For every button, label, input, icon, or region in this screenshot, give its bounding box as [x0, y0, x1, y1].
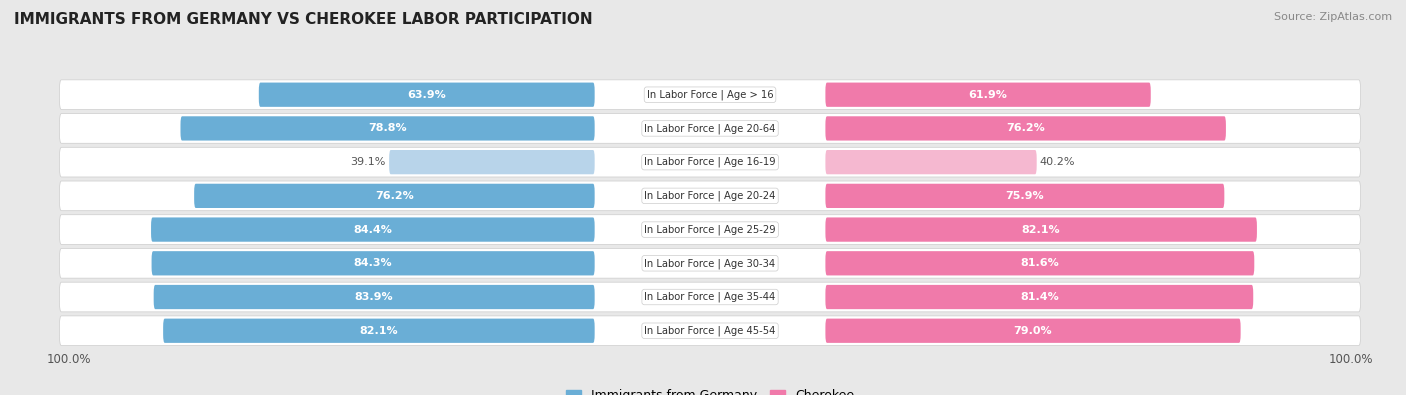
FancyBboxPatch shape [59, 147, 1361, 177]
Text: 83.9%: 83.9% [354, 292, 394, 302]
FancyBboxPatch shape [163, 319, 595, 343]
FancyBboxPatch shape [825, 319, 1240, 343]
Text: 39.1%: 39.1% [350, 157, 385, 167]
FancyBboxPatch shape [825, 83, 1150, 107]
Text: 61.9%: 61.9% [969, 90, 1008, 100]
FancyBboxPatch shape [59, 316, 1361, 346]
Text: In Labor Force | Age > 16: In Labor Force | Age > 16 [647, 89, 773, 100]
FancyBboxPatch shape [194, 184, 595, 208]
Text: 40.2%: 40.2% [1040, 157, 1076, 167]
Legend: Immigrants from Germany, Cherokee: Immigrants from Germany, Cherokee [567, 389, 853, 395]
FancyBboxPatch shape [825, 217, 1257, 242]
Text: 63.9%: 63.9% [408, 90, 446, 100]
FancyBboxPatch shape [153, 285, 595, 309]
Text: In Labor Force | Age 35-44: In Labor Force | Age 35-44 [644, 292, 776, 302]
Text: 82.1%: 82.1% [1022, 225, 1060, 235]
FancyBboxPatch shape [259, 83, 595, 107]
Text: In Labor Force | Age 25-29: In Labor Force | Age 25-29 [644, 224, 776, 235]
Text: 84.4%: 84.4% [353, 225, 392, 235]
FancyBboxPatch shape [825, 116, 1226, 141]
Text: 81.4%: 81.4% [1019, 292, 1059, 302]
FancyBboxPatch shape [59, 80, 1361, 109]
Text: 81.6%: 81.6% [1021, 258, 1059, 268]
FancyBboxPatch shape [180, 116, 595, 141]
Text: 75.9%: 75.9% [1005, 191, 1045, 201]
Text: Source: ZipAtlas.com: Source: ZipAtlas.com [1274, 12, 1392, 22]
Text: 84.3%: 84.3% [354, 258, 392, 268]
Text: 76.2%: 76.2% [375, 191, 413, 201]
FancyBboxPatch shape [59, 114, 1361, 143]
FancyBboxPatch shape [825, 285, 1253, 309]
Text: 78.8%: 78.8% [368, 123, 406, 134]
FancyBboxPatch shape [59, 248, 1361, 278]
FancyBboxPatch shape [389, 150, 595, 174]
Text: 76.2%: 76.2% [1007, 123, 1045, 134]
Text: In Labor Force | Age 20-24: In Labor Force | Age 20-24 [644, 191, 776, 201]
Text: IMMIGRANTS FROM GERMANY VS CHEROKEE LABOR PARTICIPATION: IMMIGRANTS FROM GERMANY VS CHEROKEE LABO… [14, 12, 593, 27]
Text: In Labor Force | Age 30-34: In Labor Force | Age 30-34 [644, 258, 776, 269]
Text: In Labor Force | Age 45-54: In Labor Force | Age 45-54 [644, 325, 776, 336]
FancyBboxPatch shape [825, 184, 1225, 208]
Text: 79.0%: 79.0% [1014, 326, 1052, 336]
FancyBboxPatch shape [59, 181, 1361, 211]
FancyBboxPatch shape [825, 251, 1254, 275]
FancyBboxPatch shape [150, 217, 595, 242]
FancyBboxPatch shape [825, 150, 1036, 174]
Text: In Labor Force | Age 20-64: In Labor Force | Age 20-64 [644, 123, 776, 134]
FancyBboxPatch shape [152, 251, 595, 275]
FancyBboxPatch shape [59, 215, 1361, 245]
Text: In Labor Force | Age 16-19: In Labor Force | Age 16-19 [644, 157, 776, 167]
FancyBboxPatch shape [59, 282, 1361, 312]
Text: 82.1%: 82.1% [360, 326, 398, 336]
